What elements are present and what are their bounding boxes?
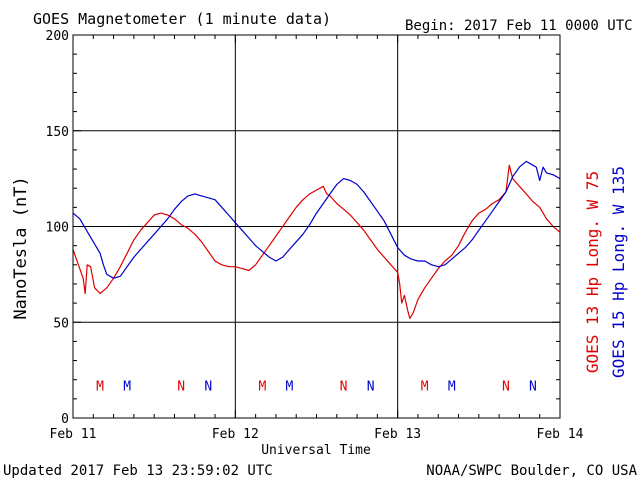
y-tick-label: 150 (46, 125, 69, 140)
marker-label: N (502, 379, 510, 394)
x-tick-label: Feb 14 (537, 427, 584, 442)
updated-timestamp: Updated 2017 Feb 13 23:59:02 UTC (3, 463, 273, 479)
x-tick-label: Feb 12 (212, 427, 259, 442)
marker-label: M (123, 379, 131, 394)
marker-label: M (258, 379, 266, 394)
marker-label: M (421, 379, 429, 394)
marker-label: N (367, 379, 375, 394)
x-tick-label: Feb 13 (374, 427, 421, 442)
y-axis-label: NanoTesla (nT) (11, 176, 31, 319)
series-line-goes15 (72, 160, 561, 279)
series-line-goes13 (72, 164, 561, 319)
marker-label: M (448, 379, 456, 394)
x-tick-label: Feb 11 (50, 427, 97, 442)
y-tick-label: 50 (53, 316, 69, 331)
y-tick-label: 200 (46, 29, 69, 44)
x-axis-ticks: Feb 11 Feb 12 Feb 13 Feb 14 (50, 35, 584, 442)
x-axis-label: Universal Time (261, 443, 371, 458)
marker-label: N (529, 379, 537, 394)
marker-label: N (204, 379, 212, 394)
begin-time: Begin: 2017 Feb 11 0000 UTC (405, 18, 633, 34)
grid-lines (73, 35, 560, 418)
legend: GOES 13 Hp Long. W 75 GOES 15 Hp Long. W … (583, 166, 628, 378)
y-tick-label: 0 (61, 412, 69, 427)
series-lines (72, 160, 561, 319)
y-axis-ticks: 0 50 100 150 200 (46, 29, 560, 427)
marker-label: M (96, 379, 104, 394)
marker-label: N (340, 379, 348, 394)
chart-title: GOES Magnetometer (1 minute data) (33, 10, 331, 28)
marker-label: N (177, 379, 185, 394)
y-tick-label: 100 (46, 221, 69, 236)
legend-entry-goes13: GOES 13 Hp Long. W 75 (583, 171, 602, 373)
legend-entry-goes15: GOES 15 Hp Long. W 135 (609, 166, 628, 378)
marker-label: M (286, 379, 294, 394)
data-source: NOAA/SWPC Boulder, CO USA (426, 463, 637, 479)
